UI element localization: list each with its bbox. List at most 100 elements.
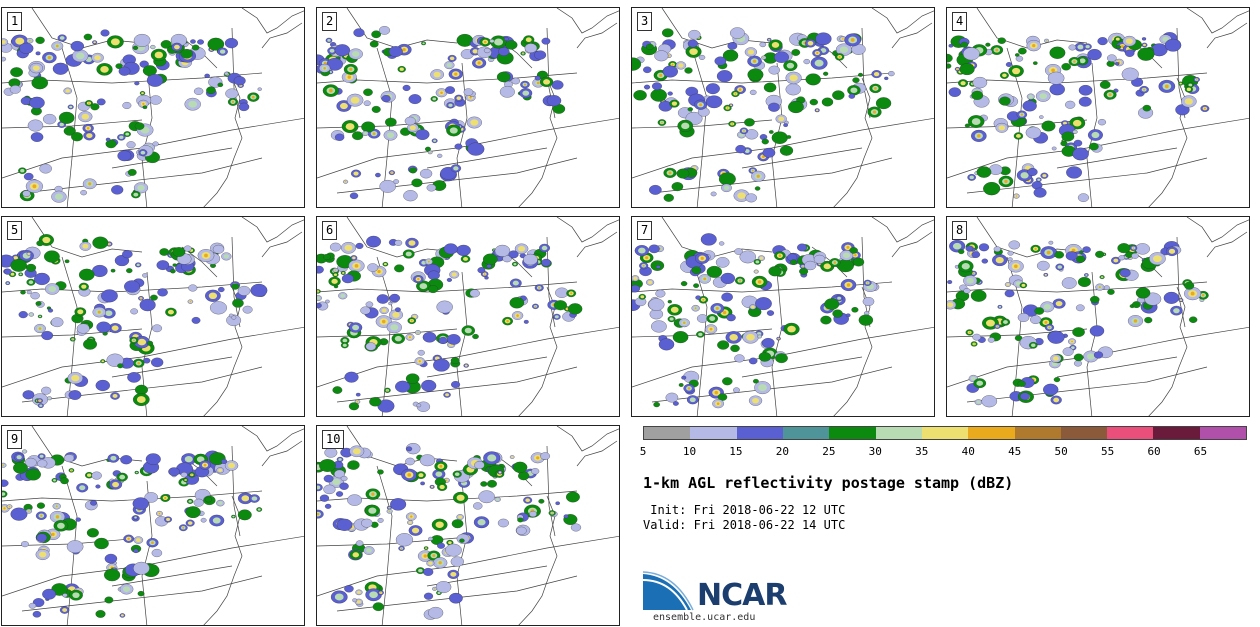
echo-peak — [47, 55, 52, 60]
echo-peak — [1045, 40, 1048, 42]
echo-core — [952, 242, 962, 250]
echo-core — [554, 315, 559, 319]
echo-cell — [408, 94, 422, 105]
echo-core — [6, 282, 9, 285]
echo-peak — [566, 308, 569, 310]
echo-cell — [133, 548, 139, 554]
echo-core — [77, 309, 84, 315]
echo-cell — [745, 193, 757, 203]
echo-cell — [752, 378, 759, 384]
echo-core — [1113, 258, 1119, 263]
echo-core — [842, 252, 851, 259]
colorbar-tick-label: 20 — [775, 445, 789, 458]
echo-cell — [553, 300, 567, 311]
state-boundary — [556, 8, 619, 34]
echo-cell — [32, 610, 42, 618]
echo-core — [350, 96, 360, 104]
echo-core — [1077, 44, 1084, 50]
echo-cell — [126, 268, 133, 274]
echo-cell — [334, 133, 345, 141]
echo-cell — [1189, 316, 1198, 323]
echo-cell — [1062, 347, 1074, 356]
reflectivity-map — [2, 426, 304, 625]
echo-core — [995, 256, 1004, 264]
echo-cell — [1184, 281, 1195, 290]
echo-core — [771, 41, 780, 48]
echo-cell — [529, 510, 537, 518]
echo-peak — [522, 52, 524, 55]
echo-cell — [324, 447, 338, 458]
echo-peak — [671, 63, 674, 66]
echo-peak — [833, 261, 837, 264]
echo-cell — [204, 496, 212, 503]
state-boundary — [2, 326, 304, 388]
echo-peak — [972, 272, 975, 275]
echo-cell — [499, 86, 515, 98]
echo-core — [369, 591, 378, 599]
postage-stamp-panel: 2 — [316, 7, 620, 208]
echo-cell — [371, 30, 382, 39]
echo-cell — [648, 298, 665, 311]
echo-cell — [947, 53, 953, 63]
echo-cell — [170, 268, 176, 274]
state-boundary — [203, 286, 243, 416]
echo-peak — [132, 339, 135, 342]
echo-cell — [95, 610, 106, 618]
echo-peak — [1108, 93, 1112, 97]
echo-cell — [191, 316, 201, 324]
echo-core — [433, 139, 437, 142]
echo-core — [759, 256, 764, 260]
echo-cell — [105, 139, 117, 149]
echo-cell — [788, 100, 804, 114]
echo-cell — [64, 259, 70, 264]
echo-cell — [655, 289, 666, 298]
state-boundary — [21, 575, 263, 612]
echo-cell — [783, 123, 788, 127]
echo-core — [381, 308, 387, 313]
echo-peak — [127, 537, 130, 540]
echo-cell — [29, 96, 45, 109]
echo-cell — [376, 294, 389, 304]
echo-peak — [381, 319, 386, 324]
echo-cell — [415, 129, 430, 140]
colorbar-segment — [968, 427, 1015, 439]
echo-cell — [1082, 246, 1091, 253]
echo-core — [671, 101, 678, 106]
echo-cell — [365, 301, 374, 308]
echo-cell — [150, 294, 158, 301]
echo-core — [141, 92, 144, 95]
echo-cell — [124, 280, 140, 293]
echo-core — [29, 313, 33, 316]
echo-cell — [233, 76, 246, 86]
echo-peak — [995, 48, 999, 52]
echo-cell — [200, 517, 207, 523]
echo-cell — [13, 462, 28, 474]
echo-cell — [671, 182, 684, 192]
echo-cell — [1119, 268, 1131, 278]
state-boundary — [456, 62, 468, 207]
echo-cell — [344, 585, 354, 593]
echo-cell — [681, 375, 687, 380]
postage-stamp-panel: 6 — [316, 216, 620, 417]
colorbar-tick-label: 25 — [822, 445, 836, 458]
echo-cell — [419, 168, 433, 179]
echo-cell — [156, 260, 170, 270]
echo-cell — [858, 72, 864, 77]
echo-cell — [972, 333, 981, 341]
echo-cell — [804, 260, 817, 271]
echo-cell — [117, 150, 132, 162]
echo-cell — [745, 129, 759, 140]
echo-peak — [469, 96, 472, 99]
echo-core — [525, 498, 531, 503]
echo-core — [430, 485, 434, 488]
state-boundary — [976, 8, 1088, 49]
echo-cell — [127, 168, 137, 176]
echo-peak — [164, 496, 167, 500]
state-boundary — [376, 256, 393, 416]
state-boundary — [231, 445, 241, 537]
echo-core — [543, 79, 551, 85]
echo-peak — [388, 510, 391, 512]
echo-cell — [508, 250, 519, 259]
echo-cell — [650, 88, 667, 102]
echo-core — [218, 468, 223, 472]
